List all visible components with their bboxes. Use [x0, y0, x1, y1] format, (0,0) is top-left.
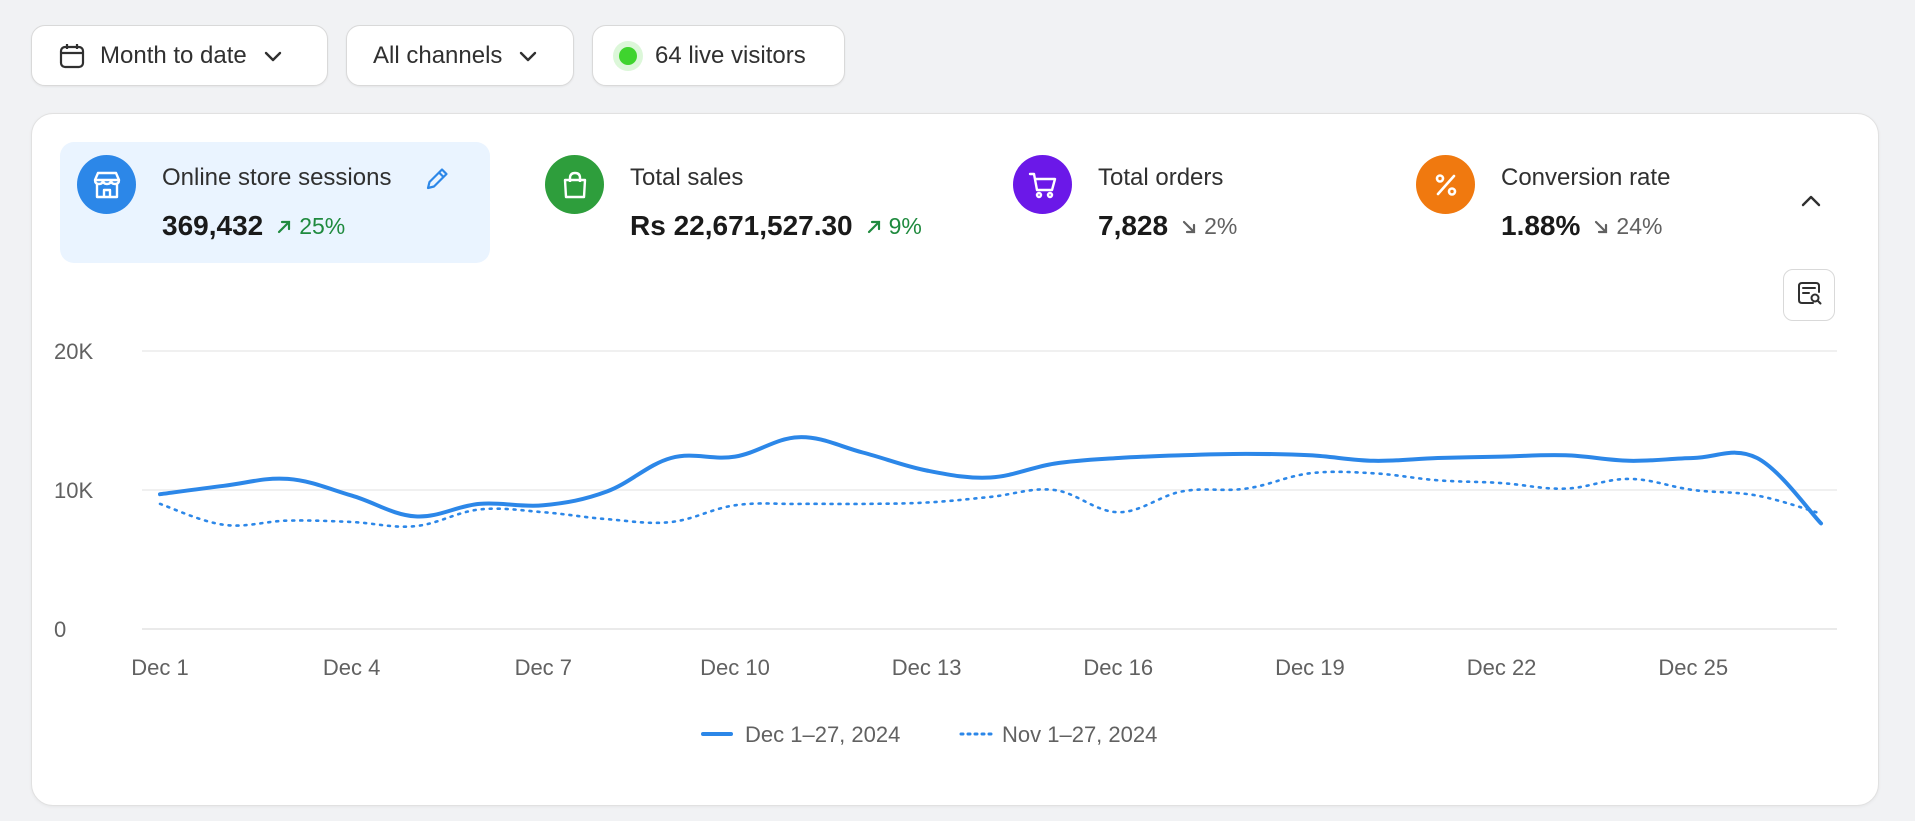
- series-line-previous: [158, 470, 1823, 528]
- metric-change: 9%: [867, 213, 922, 240]
- metric-value: Rs 22,671,527.30: [630, 210, 853, 241]
- percent-icon: [1416, 155, 1475, 214]
- metric-change-value: 25%: [299, 212, 346, 239]
- metric-change: 25%: [277, 213, 345, 240]
- legend-label-current: Dec 1–27, 2024: [745, 722, 900, 747]
- y-tick-label: 10K: [54, 478, 93, 503]
- arrow-down-right-icon: [1182, 213, 1196, 240]
- y-tick-label: 20K: [54, 339, 93, 364]
- date-range-label: Month to date: [100, 41, 247, 69]
- metric-change-value: 9%: [888, 212, 922, 239]
- x-tick-label: Dec 4: [323, 655, 380, 680]
- x-tick-label: Dec 16: [1083, 655, 1153, 680]
- metric-title: Total sales: [630, 164, 744, 191]
- x-tick-label: Dec 22: [1467, 655, 1537, 680]
- cart-icon: [1013, 155, 1072, 214]
- metric-total-orders[interactable]: Total orders 7,828 2%: [996, 142, 1356, 263]
- x-tick-label: Dec 1: [131, 655, 188, 680]
- metric-title: Online store sessions: [162, 164, 392, 191]
- shopping-bag-icon: [545, 155, 604, 214]
- metric-total-sales[interactable]: Total sales Rs 22,671,527.30 9%: [528, 142, 968, 263]
- filter-bar: Month to date All channels 64 live visit…: [31, 25, 845, 86]
- metric-value: 7,828: [1098, 210, 1169, 241]
- document-search-icon: [1794, 278, 1824, 313]
- chevron-down-icon: [516, 44, 540, 68]
- live-status-dot: [619, 46, 637, 65]
- metric-online-store-sessions[interactable]: Online store sessions 369,432 25%: [60, 142, 490, 263]
- legend-label-previous: Nov 1–27, 2024: [1002, 722, 1157, 747]
- metric-value-row: 1.88% 24%: [1501, 210, 1662, 242]
- metric-value: 1.88%: [1501, 210, 1581, 241]
- series-line-current: [158, 435, 1823, 526]
- y-tick-label: 0: [54, 617, 66, 642]
- metric-value-row: 7,828 2%: [1098, 210, 1237, 242]
- metric-value-row: 369,432 25%: [162, 210, 345, 242]
- x-tick-label: Dec 13: [892, 655, 962, 680]
- x-tick-label: Dec 10: [700, 655, 770, 680]
- arrow-up-right-icon: [867, 213, 881, 240]
- channels-label: All channels: [373, 41, 503, 69]
- metric-title: Total orders: [1098, 164, 1224, 191]
- channels-dropdown[interactable]: All channels: [346, 25, 574, 86]
- metric-value-row: Rs 22,671,527.30 9%: [630, 210, 922, 242]
- chevron-up-icon[interactable]: [1796, 186, 1826, 221]
- x-tick-label: Dec 25: [1658, 655, 1728, 680]
- calendar-icon: [58, 42, 86, 70]
- chevron-down-icon: [261, 44, 285, 68]
- live-visitors-label: 64 live visitors: [655, 41, 806, 69]
- metric-change-value: 2%: [1204, 212, 1238, 239]
- edit-pencil-icon[interactable]: [422, 164, 452, 199]
- sessions-line-chart: 0 10K 20K Dec 1 Dec 4 Dec 7 Dec 10 Dec 13 Dec 16…: [54, 339, 1837, 747]
- analyze-chart-button[interactable]: [1783, 269, 1835, 321]
- arrow-up-right-icon: [277, 213, 291, 240]
- metric-title: Conversion rate: [1501, 164, 1671, 191]
- x-tick-label: Dec 19: [1275, 655, 1345, 680]
- metric-change: 2%: [1182, 213, 1237, 240]
- metric-value: 369,432: [162, 210, 264, 241]
- metric-conversion-rate[interactable]: Conversion rate 1.88% 24%: [1399, 142, 1759, 263]
- analytics-card: Online store sessions 369,432 25% T: [31, 113, 1879, 806]
- metric-change-value: 24%: [1616, 212, 1663, 239]
- arrow-down-right-icon: [1594, 213, 1608, 240]
- metric-change: 24%: [1594, 213, 1662, 240]
- x-tick-label: Dec 7: [515, 655, 572, 680]
- store-icon: [77, 155, 136, 214]
- live-visitors-button[interactable]: 64 live visitors: [592, 25, 845, 86]
- date-range-picker[interactable]: Month to date: [31, 25, 328, 86]
